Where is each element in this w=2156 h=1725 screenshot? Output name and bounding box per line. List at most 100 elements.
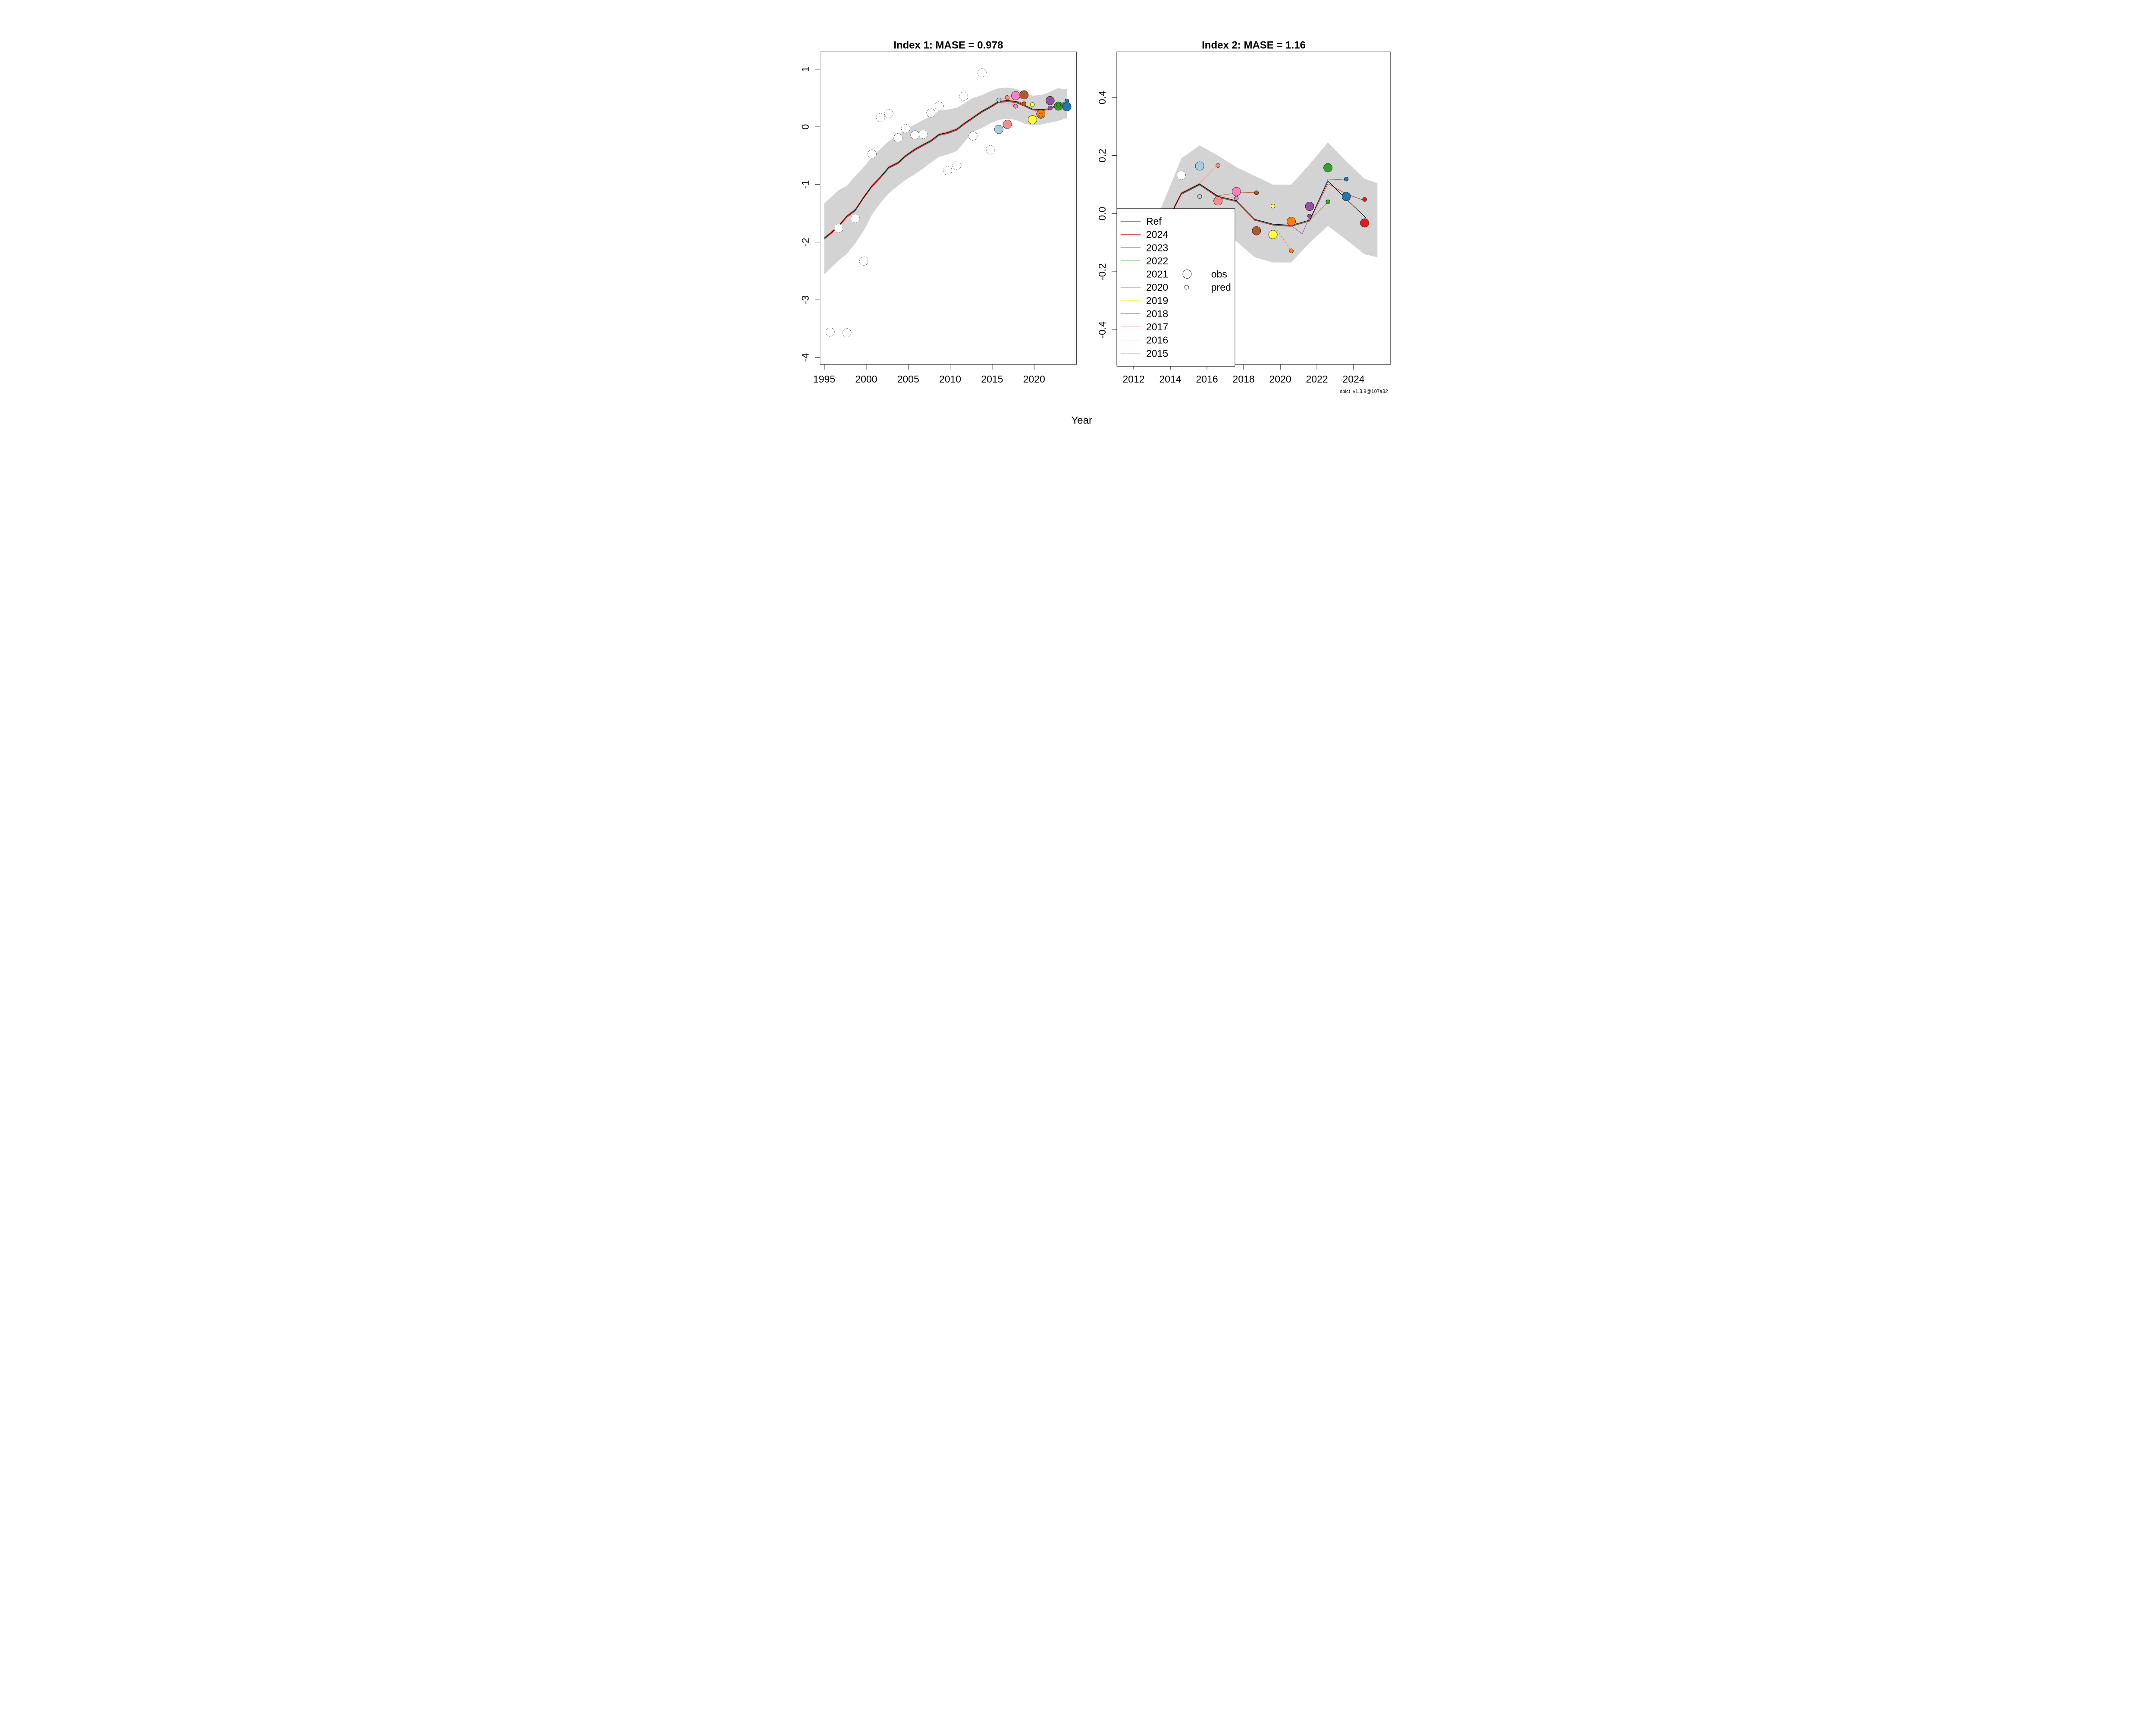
y-tick-label: -3 [800,295,811,304]
legend-obs-label: obs [1211,269,1227,280]
panel2-title: Index 2: MASE = 1.16 [1202,40,1306,51]
ref-line [824,100,1067,238]
x-axis-label: Year [1072,415,1093,427]
y-tick-label: -2 [800,238,811,246]
obs-point [978,68,987,77]
obs-point [851,214,860,223]
panel-border [1116,51,1391,365]
obs-point [968,132,978,141]
x-tick-label: 2005 [897,373,919,385]
panel-index-2: 2012 2014 2016 2018 2020 2022 2024 0.4 0.2 0.0 -0.… [1097,51,1391,385]
pred-point-2016 [1005,95,1010,100]
legend-label-2020: 2020 [1146,282,1168,293]
obs-point-2018 [1252,226,1261,235]
obs-point [876,113,885,122]
y-tick-label: -0.2 [1097,263,1108,280]
legend-root: Ref 2024 2023 2022 2021 2020 2019 2018 2017 2016 2… [1116,208,1235,367]
obs-point-2015 [994,125,1003,134]
legend-label-2022: 2022 [1146,255,1168,267]
panel1-title: Index 1: MASE = 0.978 [893,40,1003,51]
y-tick-label: -1 [800,180,811,189]
obs-point-2022 [1323,163,1332,172]
x-tick-label: 2010 [939,373,961,385]
x-tick-label: 2020 [1269,373,1291,385]
obs-point [884,109,893,118]
y-tick-label: 1 [800,66,811,72]
x-tick-label: 2020 [1023,373,1045,385]
panel-index-1: 1995 2000 2005 2010 2015 2020 1 0 -1 -2 -3 -4 [800,51,1077,385]
obs-point-2019 [1028,115,1037,124]
legend-label-2021: 2021 [1146,269,1168,280]
obs-point [986,145,995,154]
pred-point-2022 [1056,103,1061,107]
pred-point-2017 [1013,104,1018,109]
pred-point-2015 [997,97,1001,103]
pred-point-2022 [1326,199,1330,204]
legend-pred-label: pred [1211,282,1231,293]
x-tick-label: 1995 [813,373,835,385]
legend-label-2015: 2015 [1146,348,1168,359]
legend-label-2019: 2019 [1146,295,1168,306]
pred-point-2016 [1216,163,1220,168]
legend-pred-circle [1184,285,1189,290]
obs-point [943,166,953,176]
obs-point-2023 [1341,192,1351,201]
pred-point-2019 [1270,204,1275,209]
x-tick-label: 2024 [1343,373,1365,385]
pred-point-2021 [1307,214,1312,219]
pred-point-2021 [1048,106,1053,110]
obs-point-2016 [1003,120,1012,129]
obs-point [868,149,877,159]
obs-point-2015 [1195,161,1204,171]
obs-point [926,108,936,118]
peel-line-2024 [1163,183,1365,231]
obs-point [859,257,868,266]
obs-point-2018 [1019,90,1029,100]
obs-point-2024 [1360,218,1369,228]
y-tick-label: 0.4 [1097,91,1108,104]
legend-label-2018: 2018 [1146,308,1168,319]
legend-label-2024: 2024 [1146,229,1168,240]
y-tick-label: -0.4 [1097,321,1108,339]
x-tick-label: 2016 [1196,373,1218,385]
obs-point [1177,171,1186,180]
obs-point [893,133,903,142]
obs-point [825,327,835,337]
x-tick-label: 2014 [1159,373,1181,385]
y-tick-label: 0 [800,124,811,130]
obs-point-2016 [1213,196,1222,206]
obs-point-2023 [1062,102,1072,111]
y-tick-label: 0.2 [1097,149,1108,163]
legend-label-Ref: Ref [1146,216,1162,227]
ref-line [1163,180,1367,230]
x-tick-label: 2022 [1306,373,1328,385]
pred-point-2019 [1030,102,1035,107]
obs-point [934,101,944,111]
x-tick-label: 2018 [1233,373,1255,385]
x-tick-label: 2015 [981,373,1003,385]
pred-point-2018 [1254,190,1259,195]
pred-point-2020 [1289,248,1294,253]
y-tick-label: -4 [800,353,811,362]
obs-point-2017 [1011,91,1020,100]
panel-plot-area [824,68,1072,337]
obs-point-2017 [1232,187,1241,196]
obs-point [842,328,852,337]
confidence-band [824,88,1067,275]
pred-point-2023 [1344,177,1349,182]
x-tick-label: 2000 [855,373,877,385]
legend-label-2023: 2023 [1146,242,1168,253]
hindcast-figure: 1995 2000 2005 2010 2015 2020 1 0 -1 -2 -3 -4 2012 20… [755,0,1401,431]
obs-point [834,224,843,233]
obs-point [952,161,962,170]
legend-obs-circle [1182,270,1192,279]
obs-point [910,130,920,140]
pred-point-2017 [1234,196,1239,201]
y-tick-label: 0.0 [1097,207,1108,220]
pred-point-2024 [1362,197,1367,202]
obs-point-2021 [1045,96,1055,105]
pred-point-2015 [1197,194,1202,199]
obs-point-2021 [1305,202,1314,211]
